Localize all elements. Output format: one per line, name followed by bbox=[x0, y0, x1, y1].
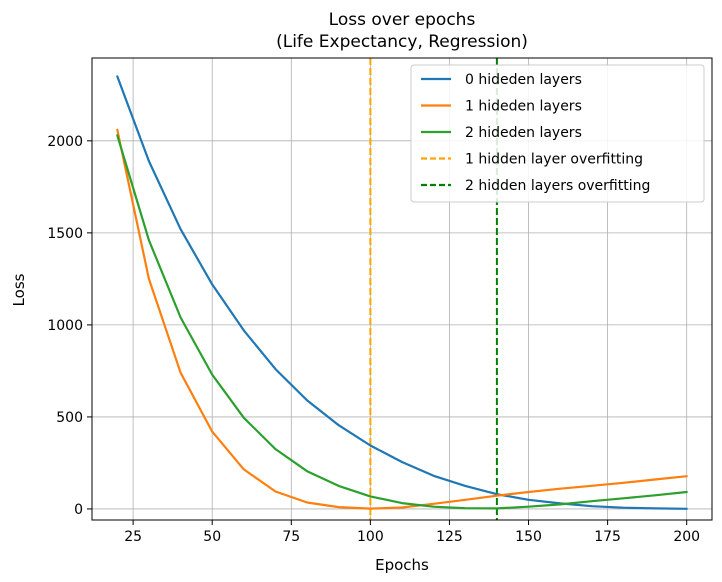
x-tick-label: 175 bbox=[594, 529, 621, 545]
x-tick-label: 200 bbox=[673, 529, 700, 545]
chart-title-line1: Loss over epochs bbox=[329, 10, 476, 30]
x-tick-label: 125 bbox=[436, 529, 463, 545]
y-tick-label: 2000 bbox=[47, 134, 83, 150]
series-line bbox=[116, 75, 688, 510]
legend-label: 0 hideden layers bbox=[465, 72, 582, 88]
legend-label: 1 hideden layers bbox=[465, 99, 582, 115]
x-tick-label: 150 bbox=[515, 529, 542, 545]
legend-label: 2 hideden layers bbox=[465, 125, 582, 141]
x-tick-label: 50 bbox=[203, 529, 221, 545]
legend: 0 hideden layers 1 hideden layers 2 hidede… bbox=[410, 64, 705, 203]
y-tick-label: 1500 bbox=[47, 226, 83, 242]
y-tick-label: 1000 bbox=[47, 318, 83, 334]
x-tick-label: 100 bbox=[357, 529, 384, 545]
y-tick-label: 500 bbox=[56, 410, 83, 426]
y-axis-ticks: 0 500 1000 1500 2000 bbox=[47, 134, 92, 518]
series-line bbox=[116, 128, 688, 510]
x-tick-label: 25 bbox=[124, 529, 142, 545]
series-lines bbox=[116, 75, 688, 510]
y-tick-label: 0 bbox=[74, 502, 83, 518]
plot-area-frame bbox=[91, 57, 713, 521]
chart-title: Loss over epochs (Life Expectancy, Regre… bbox=[276, 10, 528, 52]
legend-label: 2 hidden layers overfitting bbox=[465, 178, 650, 194]
x-tick-label: 75 bbox=[282, 529, 300, 545]
x-axis-ticks: 25 50 75 100 125 150 175 200 bbox=[124, 520, 700, 545]
x-axis-label: Epochs bbox=[375, 556, 429, 574]
legend-label: 1 hidden layer overfitting bbox=[465, 152, 643, 168]
chart-title-line2: (Life Expectancy, Regression) bbox=[276, 32, 528, 52]
y-axis-label: Loss bbox=[10, 273, 28, 306]
legend-box bbox=[410, 64, 705, 203]
series-line bbox=[116, 134, 688, 510]
